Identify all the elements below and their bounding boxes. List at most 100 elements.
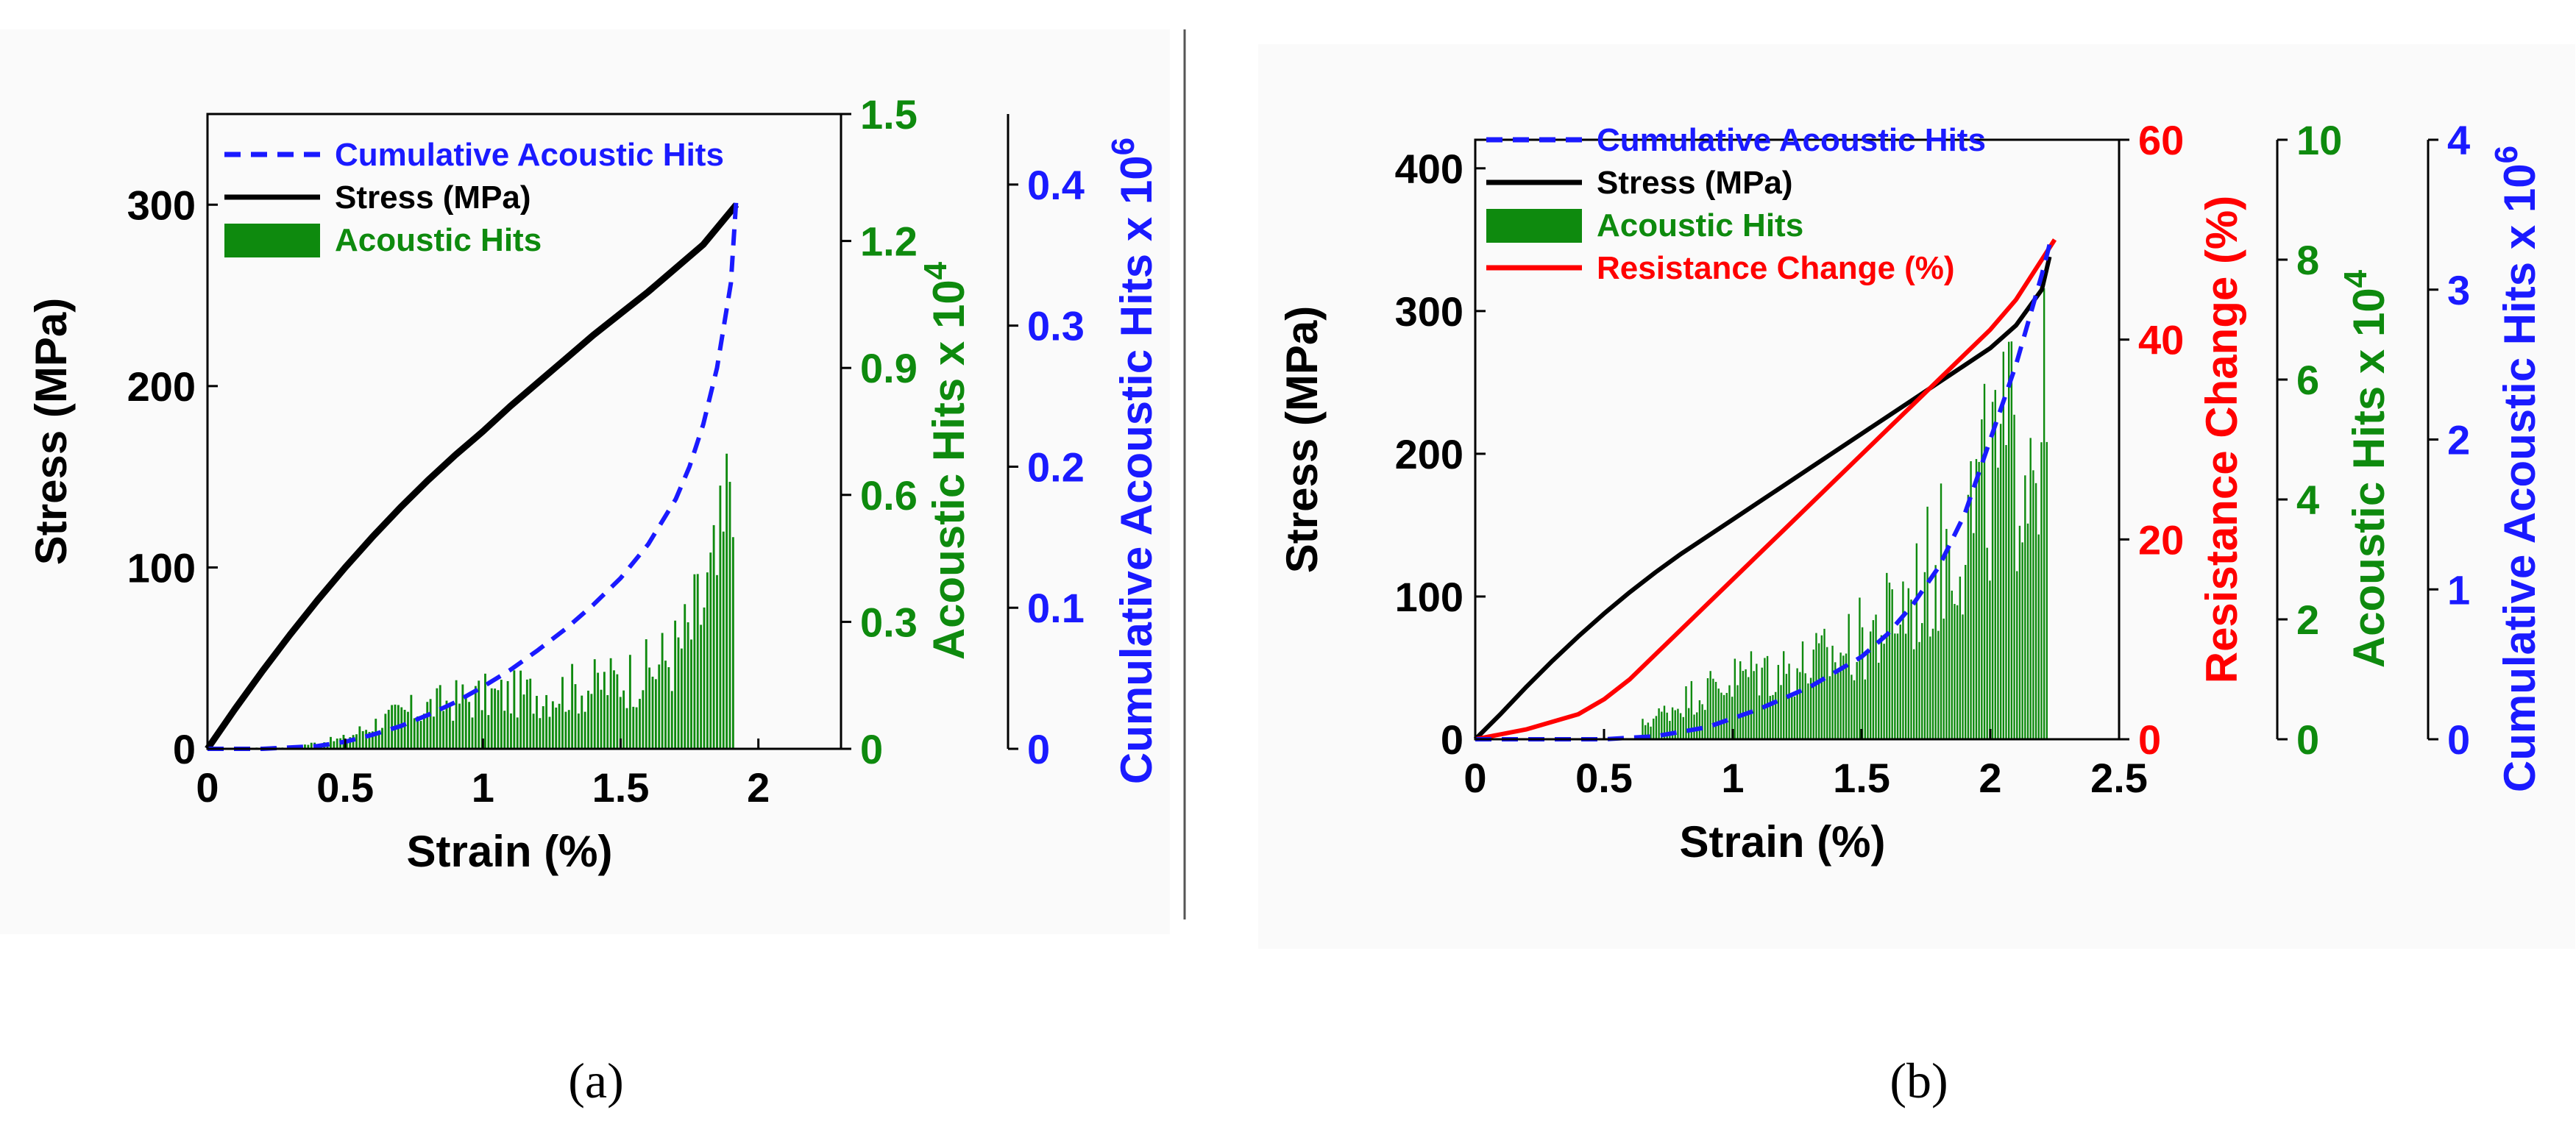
acoustic-hit-bar bbox=[606, 695, 609, 749]
acoustic-hit-bar bbox=[551, 701, 554, 749]
acoustic-hit-bar bbox=[304, 744, 306, 749]
x-tick-label: 2.5 bbox=[2090, 755, 2148, 801]
right-axis-exponent: 6 bbox=[2488, 146, 2524, 163]
acoustic-hit-bar bbox=[419, 721, 422, 749]
right-tick-label: 0 bbox=[2138, 716, 2161, 763]
acoustic-hit-bar bbox=[384, 714, 387, 749]
acoustic-hit-bar bbox=[1997, 467, 1999, 739]
acoustic-hit-bar bbox=[1986, 547, 1988, 739]
right-tick-label: 0.4 bbox=[1027, 162, 1085, 208]
acoustic-hit-bar bbox=[1956, 605, 1959, 739]
acoustic-hit-bar bbox=[1756, 663, 1758, 739]
acoustic-hit-bar bbox=[2034, 483, 2037, 739]
acoustic-hit-bar bbox=[1734, 658, 1736, 739]
acoustic-hit-bar bbox=[651, 676, 654, 749]
acoustic-hit-bar bbox=[497, 690, 500, 749]
acoustic-hit-bar bbox=[1758, 695, 1761, 739]
acoustic-hit-bar bbox=[1861, 627, 1864, 739]
acoustic-hit-bar bbox=[1650, 726, 1652, 739]
right-axis-label: Cumulative Acoustic Hits x 106 bbox=[1105, 138, 1161, 784]
acoustic-hit-bar bbox=[1774, 691, 1777, 739]
acoustic-hit-bar bbox=[2005, 445, 2007, 739]
acoustic-hit-bar bbox=[1753, 671, 1755, 739]
acoustic-hit-bar bbox=[1788, 663, 1790, 739]
acoustic-hit-bar bbox=[632, 706, 635, 749]
acoustic-hit-bar bbox=[410, 694, 413, 749]
acoustic-hit-bar bbox=[1807, 683, 1809, 739]
acoustic-hit-bar bbox=[1837, 669, 1839, 739]
acoustic-hit-bar bbox=[1671, 707, 1674, 739]
acoustic-hit-bar bbox=[1799, 672, 1801, 739]
acoustic-hit-bar bbox=[487, 715, 490, 749]
acoustic-hit-bar bbox=[1812, 650, 1814, 739]
acoustic-hit-bar bbox=[1739, 661, 1742, 739]
acoustic-hit-bar bbox=[1856, 661, 1858, 739]
acoustic-hit-bar bbox=[1679, 713, 1682, 739]
right-tick-label: 40 bbox=[2138, 317, 2184, 363]
acoustic-hit-bar bbox=[670, 691, 673, 749]
acoustic-hit-bar bbox=[1859, 597, 1861, 739]
acoustic-hit-bar bbox=[728, 482, 731, 749]
acoustic-hit-bar bbox=[1970, 461, 1972, 739]
acoustic-hit-bar bbox=[1899, 625, 1901, 739]
y-tick-label: 200 bbox=[127, 363, 196, 410]
acoustic-hit-bar bbox=[1937, 630, 1940, 739]
acoustic-hit-bar bbox=[1785, 674, 1788, 739]
acoustic-hit-bar bbox=[416, 716, 419, 749]
acoustic-hit-bar bbox=[1975, 459, 1978, 739]
acoustic-hit-bar bbox=[1942, 618, 1945, 739]
acoustic-hit-bar bbox=[583, 711, 586, 749]
acoustic-hit-bar bbox=[597, 672, 600, 749]
acoustic-hit-bar bbox=[1722, 694, 1725, 739]
acoustic-hit-bar bbox=[1875, 614, 1877, 739]
acoustic-hit-bar bbox=[2032, 470, 2034, 739]
acoustic-hit-bar bbox=[1801, 641, 1804, 739]
acoustic-hit-bar bbox=[2002, 352, 2005, 739]
acoustic-hit-bar bbox=[674, 620, 677, 749]
acoustic-hit-bar bbox=[377, 732, 380, 749]
acoustic-hit-bar bbox=[336, 739, 338, 749]
acoustic-hit-bar bbox=[1663, 705, 1666, 739]
acoustic-hit-bar bbox=[1825, 647, 1828, 739]
legend-label: Resistance Change (%) bbox=[1597, 250, 1955, 286]
right-tick-label: 0.3 bbox=[860, 599, 918, 645]
acoustic-hit-bar bbox=[664, 661, 667, 749]
acoustic-hit-bar bbox=[516, 717, 519, 749]
acoustic-hit-bar bbox=[494, 689, 497, 749]
acoustic-hit-bar bbox=[455, 680, 458, 749]
right-tick-label: 0 bbox=[2447, 716, 2470, 763]
acoustic-hit-bar bbox=[719, 485, 722, 749]
acoustic-hit-bar bbox=[1842, 655, 1845, 739]
acoustic-hit-bar bbox=[452, 720, 455, 749]
acoustic-hit-bar bbox=[725, 453, 728, 749]
acoustic-hit-bar bbox=[1869, 631, 1872, 739]
acoustic-hit-bar bbox=[413, 718, 416, 749]
acoustic-hit-bar bbox=[2029, 438, 2032, 739]
acoustic-hit-bar bbox=[1851, 675, 1853, 739]
acoustic-hit-bar bbox=[545, 694, 548, 749]
acoustic-hit-bar bbox=[1772, 694, 1774, 739]
acoustic-hit-bar bbox=[1902, 581, 1904, 739]
y-tick-label: 100 bbox=[1395, 574, 1463, 620]
acoustic-hit-bar bbox=[1828, 676, 1831, 739]
acoustic-hit-bar bbox=[1766, 655, 1769, 739]
acoustic-hit-bar bbox=[1725, 693, 1728, 739]
x-tick-label: 0.5 bbox=[316, 764, 374, 811]
acoustic-hit-bar bbox=[474, 686, 477, 749]
acoustic-hit-bar bbox=[381, 727, 383, 749]
acoustic-hit-bar bbox=[1817, 643, 1820, 739]
acoustic-hit-bar bbox=[1696, 712, 1698, 739]
acoustic-hit-bar bbox=[368, 732, 371, 749]
acoustic-hit-bar bbox=[1983, 383, 1986, 739]
acoustic-hit-bar bbox=[471, 717, 474, 749]
acoustic-hit-bar bbox=[1804, 673, 1806, 739]
acoustic-hit-bar bbox=[1701, 704, 1703, 739]
right-axis-label: Resistance Change (%) bbox=[2197, 196, 2246, 684]
acoustic-hit-bar bbox=[1823, 628, 1825, 739]
acoustic-hit-bar bbox=[680, 648, 683, 749]
right-tick-label: 1.5 bbox=[860, 91, 918, 138]
acoustic-hit-bar bbox=[622, 690, 625, 749]
acoustic-hit-bar bbox=[1853, 680, 1856, 739]
